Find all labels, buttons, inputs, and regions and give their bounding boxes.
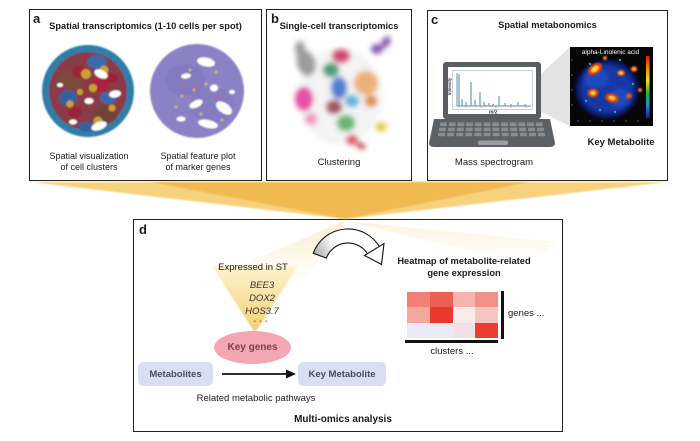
key-metabolite-caption: Key Metabolite	[587, 137, 655, 148]
mass-spectrogram-caption: Mass spectrogram	[454, 157, 534, 168]
clustering-caption: Clustering	[317, 157, 361, 168]
heatmap-cell	[429, 292, 453, 308]
heatmap-cell	[475, 292, 498, 308]
key-metabolite-label: Key Metabolite	[308, 368, 376, 380]
heatmap-cell	[407, 322, 430, 338]
heatmap-title-line2: gene expression	[427, 268, 501, 278]
key-genes-ellipse: Key genes	[214, 331, 291, 364]
heatmap-clusters-axis	[405, 340, 498, 343]
panel-a-label: a	[33, 11, 41, 26]
key-genes-label: Key genes	[227, 342, 278, 353]
gene-name-1: BEE3	[249, 280, 275, 291]
clusters-axis-label: clusters ...	[430, 346, 474, 357]
panel-b	[266, 9, 412, 181]
metabolites-label: Metabolites	[149, 368, 202, 380]
heatmap-cell	[407, 307, 430, 323]
light-funnel-shape	[30, 182, 668, 219]
heatmap-cell	[429, 322, 453, 338]
tissue1-caption-line1: Spatial visualization	[49, 151, 129, 161]
panel-b-title: Single-cell transcriptomics	[279, 21, 399, 31]
gene-name-2: DOX2	[249, 293, 275, 304]
heatmap-title-line1: Heatmap of metabolite-related	[397, 256, 531, 266]
heatmap-cell	[452, 322, 476, 338]
key-metabolite-box: Key Metabolite	[298, 362, 386, 386]
heatmap-cell	[475, 322, 498, 338]
heatmap-cell	[407, 292, 430, 308]
metabolite-image-title: alpha-Linolenic acid	[581, 49, 640, 56]
panel-d-label: d	[139, 222, 147, 237]
panel-c-title: Spatial metabonomics	[498, 20, 597, 30]
heatmap-cell	[452, 307, 476, 323]
heatmap-cell	[475, 307, 498, 323]
tissue2-caption-line2: of marker genes	[165, 162, 231, 172]
panel-a-title: Spatial transcriptomics (1-10 cells per …	[49, 21, 242, 31]
heatmap-cell	[429, 307, 453, 323]
tissue2-caption: Spatial feature plot of marker genes	[145, 151, 251, 173]
heatmap-cell	[452, 292, 476, 308]
pathways-caption: Related metabolic pathways	[196, 393, 316, 404]
panel-c-label: c	[431, 12, 439, 27]
heatmap-title: Heatmap of metabolite-related gene expre…	[389, 255, 539, 279]
multi-omics-footer: Multi-omics analysis	[294, 414, 392, 425]
tissue1-caption-line2: of cell clusters	[60, 162, 118, 172]
panel-b-label: b	[271, 11, 279, 26]
gene-ellipsis: ...	[253, 314, 271, 325]
metabolites-box: Metabolites	[138, 362, 213, 386]
expressed-in-st-label: Expressed in ST	[218, 262, 288, 273]
heatmap-grid	[407, 292, 498, 338]
panel-c	[427, 10, 668, 181]
heatmap-genes-axis	[501, 291, 504, 339]
genes-axis-label: genes ...	[508, 308, 545, 319]
tissue1-caption: Spatial visualization of cell clusters	[38, 151, 140, 173]
tissue2-caption-line1: Spatial feature plot	[160, 151, 236, 161]
